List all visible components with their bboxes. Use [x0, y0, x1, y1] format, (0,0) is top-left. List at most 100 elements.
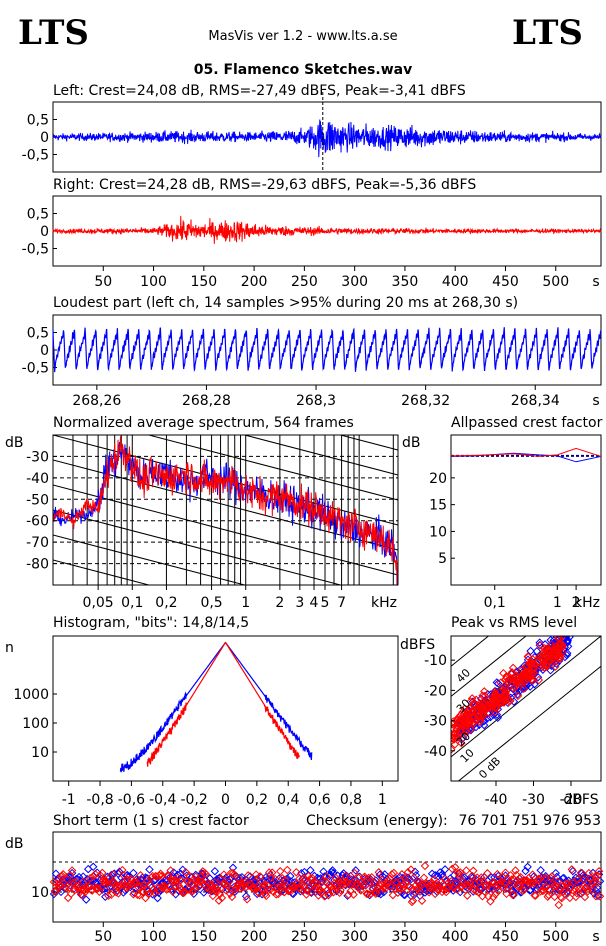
stc-point — [197, 876, 207, 886]
histogram-title: Histogram, "bits": 14,8/14,5 — [53, 615, 249, 631]
spec-slope — [53, 559, 151, 585]
pvr-point — [523, 652, 533, 662]
stc-point — [373, 884, 383, 893]
stc-point — [440, 865, 450, 874]
spec-xtick-label: 0,5 — [200, 595, 222, 611]
right-xtick-label: 100 — [140, 274, 167, 290]
hist-ytick-label: 1000 — [13, 687, 49, 703]
stc-point — [298, 886, 307, 895]
stc-point — [322, 872, 331, 881]
stc-point — [551, 868, 561, 878]
stc-point — [136, 870, 145, 880]
stc-point — [276, 882, 286, 891]
apc-xtick-label: 0,1 — [484, 595, 506, 611]
stc-point — [471, 879, 480, 889]
stc-point — [237, 872, 247, 882]
stc-point — [81, 895, 91, 904]
spec-ytick-label: -60 — [26, 514, 49, 530]
stc-point — [463, 891, 472, 900]
histogram-chart: 1000 100 10 n -1 -0,8 -0,6 -0,4 -0,2 0 0,2 0,4 0,6 0,… — [5, 635, 399, 808]
stc-point — [447, 864, 457, 874]
stc-point — [450, 863, 460, 872]
stc-point — [286, 871, 295, 881]
stc-point — [493, 869, 502, 879]
pvr-point — [469, 713, 479, 723]
stc-point — [173, 873, 182, 882]
hist-xtick-label: -0,4 — [149, 792, 176, 808]
spec-grid — [53, 435, 398, 585]
stc-point — [224, 877, 234, 886]
spec-ytick-label: -50 — [26, 492, 49, 508]
stc-point — [451, 878, 461, 888]
stc-point — [565, 893, 575, 903]
pvr-point — [452, 716, 461, 726]
right-xtick-label: 50 — [94, 274, 112, 290]
stc-point — [389, 868, 399, 878]
pvr-point — [478, 698, 487, 707]
stc-point — [433, 885, 443, 895]
stc-point — [339, 869, 348, 878]
stc-point — [133, 890, 142, 900]
pvr-ytick-label: -10 — [424, 653, 447, 669]
stc-point — [388, 890, 398, 900]
stc-point — [505, 881, 514, 891]
spec-frame — [52, 434, 399, 586]
pvr-point — [551, 662, 560, 671]
stc-xtick-label: 400 — [442, 929, 469, 945]
hist-xtick-label: -0,2 — [180, 792, 207, 808]
stc-point — [297, 881, 306, 890]
stc-point — [67, 866, 77, 875]
right-xtick-label: 350 — [392, 274, 419, 290]
stc-point — [63, 893, 73, 903]
pvr-point — [519, 684, 529, 694]
left-waveform-chart: 0,50 -0,5 — [22, 92, 602, 173]
stc-point — [170, 876, 179, 886]
pvr-point — [544, 646, 554, 655]
pvr-point — [486, 712, 495, 722]
hist-frame — [52, 635, 399, 782]
stc-point — [509, 889, 518, 899]
pvr-point — [507, 668, 517, 677]
stc-point — [184, 885, 193, 894]
stc-point — [350, 868, 359, 878]
stc-point — [477, 873, 486, 882]
pvr-diagonal — [451, 636, 490, 667]
stc-xunit: s — [592, 929, 599, 945]
stc-point — [142, 876, 151, 886]
stc-point — [265, 885, 275, 894]
pvr-point — [480, 687, 489, 696]
right-xunit: s — [592, 274, 599, 290]
stc-xtick-label: 200 — [241, 929, 268, 945]
stc-point — [88, 872, 98, 881]
right-ytick-label: -0,5 — [22, 242, 49, 258]
stc-point — [189, 885, 199, 894]
stc-point — [257, 877, 267, 887]
apc-ytick-label: 5 — [438, 551, 447, 567]
stc-point — [242, 895, 252, 904]
pvr-point — [464, 718, 474, 727]
pvr-point — [557, 636, 567, 641]
stc-point — [304, 871, 313, 881]
stc-point — [140, 880, 149, 889]
right-xtick-label: 250 — [291, 274, 318, 290]
stc-point — [234, 874, 244, 884]
pvr-point — [483, 703, 493, 712]
left-ytick-label: -0,5 — [22, 148, 49, 164]
loud-xtick-label: 268,34 — [511, 393, 560, 409]
pvr-point — [492, 703, 501, 713]
stc-point — [379, 887, 389, 897]
spec-xtick-label: 7 — [337, 595, 346, 611]
hist-xtick-label: 0,2 — [246, 792, 268, 808]
apc-ytick-label: 20 — [429, 471, 447, 487]
pvr-point — [511, 672, 521, 682]
pvr-point — [478, 691, 487, 700]
stc-point — [281, 875, 290, 885]
stc-point — [278, 873, 287, 883]
stc-point — [207, 880, 217, 890]
stc-point — [180, 887, 189, 896]
hist-xtick-label: -0,8 — [86, 792, 113, 808]
stc-point — [594, 867, 604, 876]
spec-ytick-label: -70 — [26, 535, 49, 551]
